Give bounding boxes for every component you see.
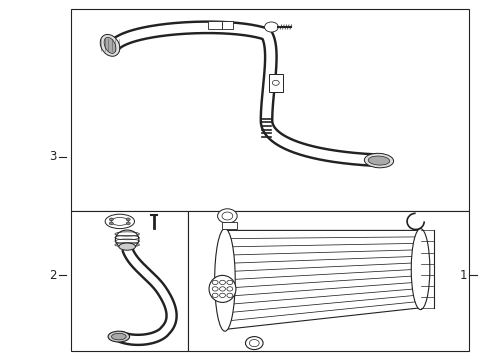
Circle shape <box>212 287 218 291</box>
Circle shape <box>226 280 232 284</box>
Bar <box>71 211 188 351</box>
Ellipse shape <box>364 153 393 168</box>
Circle shape <box>126 218 130 221</box>
Bar <box>207 21 221 29</box>
Ellipse shape <box>111 333 126 340</box>
Circle shape <box>219 280 225 284</box>
Circle shape <box>249 339 259 347</box>
Ellipse shape <box>111 217 128 225</box>
Bar <box>268 74 282 92</box>
Circle shape <box>212 293 218 297</box>
Circle shape <box>219 287 225 291</box>
Ellipse shape <box>410 229 429 310</box>
Circle shape <box>126 222 130 225</box>
Ellipse shape <box>367 156 389 165</box>
Ellipse shape <box>105 214 134 229</box>
Bar <box>71 9 468 211</box>
Circle shape <box>217 209 237 223</box>
Text: 3: 3 <box>49 150 56 163</box>
Circle shape <box>222 212 232 220</box>
Ellipse shape <box>100 35 120 56</box>
Circle shape <box>109 218 113 221</box>
Circle shape <box>226 287 232 291</box>
Bar <box>222 21 233 29</box>
Circle shape <box>212 280 218 284</box>
Circle shape <box>109 222 113 225</box>
Ellipse shape <box>214 229 235 331</box>
Circle shape <box>272 80 279 85</box>
Circle shape <box>245 337 263 350</box>
Bar <box>188 211 468 351</box>
Ellipse shape <box>119 243 135 250</box>
Ellipse shape <box>209 275 235 302</box>
Text: 2: 2 <box>49 269 56 282</box>
Circle shape <box>219 293 225 297</box>
Bar <box>222 222 237 229</box>
Circle shape <box>226 293 232 297</box>
Ellipse shape <box>104 37 116 53</box>
Ellipse shape <box>108 331 129 342</box>
Text: 1: 1 <box>459 269 466 282</box>
Circle shape <box>264 22 278 32</box>
Polygon shape <box>224 230 420 329</box>
Ellipse shape <box>115 230 139 249</box>
